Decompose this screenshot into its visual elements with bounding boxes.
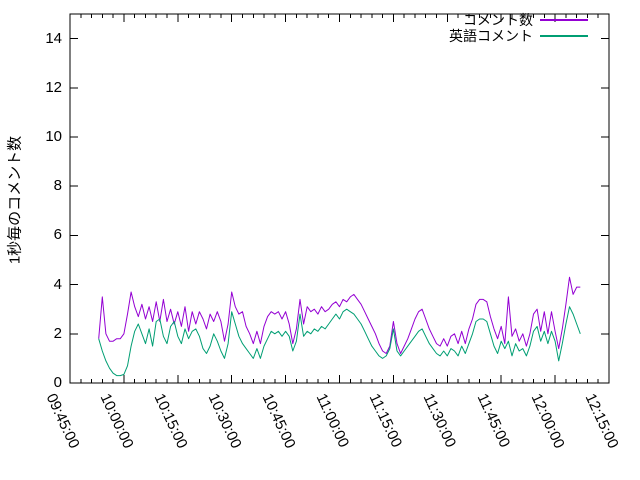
y-tick-label: 8	[53, 177, 62, 195]
legend-label-comment-count: コメント数	[463, 12, 533, 28]
series-line-english-comments	[98, 306, 581, 377]
y-tick-label: 6	[53, 226, 62, 244]
legend-item-english-comments: 英語コメント	[449, 28, 588, 44]
y-tick-label: 14	[45, 29, 62, 47]
legend-line-english-comments	[540, 35, 588, 37]
legend-item-comment-count: コメント数	[449, 12, 588, 28]
y-tick-label: 0	[53, 374, 62, 391]
y-tick-label: 2	[53, 324, 62, 342]
y-axis-title: 1秒毎のコメント数	[6, 135, 24, 265]
series-line-comment-count	[98, 276, 581, 354]
y-tick-label: 4	[53, 275, 62, 293]
y-tick-label: 12	[45, 78, 62, 96]
y-tick-label: 10	[45, 128, 62, 145]
legend: コメント数 英語コメント	[449, 12, 588, 44]
plot-border	[69, 13, 610, 384]
legend-label-english-comments: 英語コメント	[449, 28, 533, 44]
legend-line-comment-count	[540, 19, 588, 21]
